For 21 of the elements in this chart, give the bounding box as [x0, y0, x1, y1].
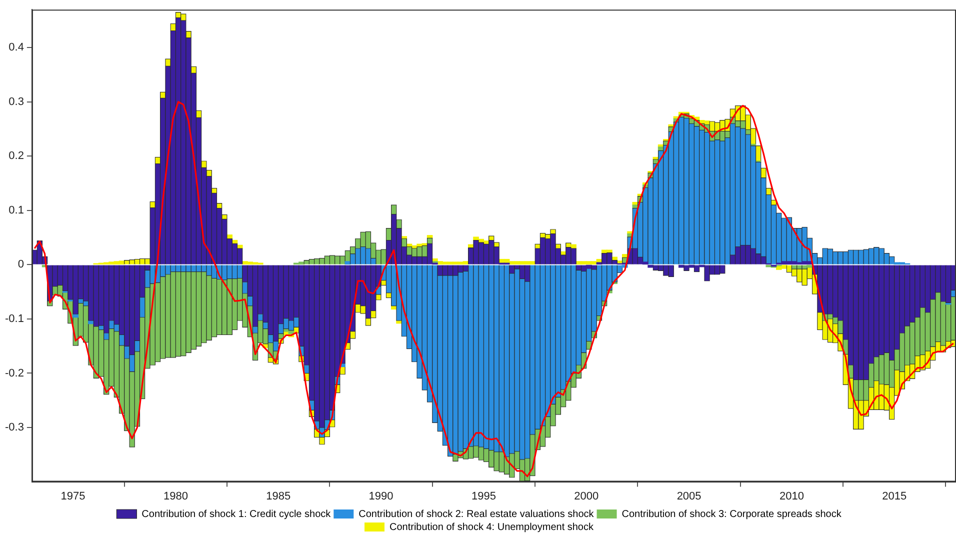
y-tick-label: -0.1: [4, 313, 24, 326]
y-tick-label: 0: [18, 258, 24, 271]
legend-label: Contribution of shock 3: Corporate spreads shock: [622, 508, 842, 520]
x-tick-label: 1980: [163, 490, 188, 502]
x-tick-label: 1995: [471, 490, 496, 502]
x-tick-label: 1990: [368, 490, 394, 502]
y-tick-label: -0.3: [4, 422, 24, 434]
x-tick-label: 2005: [676, 490, 702, 502]
x-tick-label: 1975: [60, 490, 86, 502]
x-tick-label: 2015: [882, 490, 907, 502]
x-tick-label: 1985: [266, 490, 291, 502]
legend-label: Contribution of shock 1: Credit cycle shock: [142, 508, 332, 520]
legend-label: Contribution of shock 2: Real estate valuations shock: [358, 508, 595, 520]
y-tick-label: 0.2: [8, 150, 24, 162]
y-tick-label: 0.3: [8, 96, 24, 108]
y-tick-label: 0.1: [8, 204, 24, 216]
x-tick-label: 2010: [779, 490, 804, 502]
y-tick-label: -0.2: [4, 367, 24, 380]
y-tick-label: 0.4: [8, 42, 24, 54]
legend-label: Contribution of shock 4: Unemployment shock: [390, 522, 594, 533]
x-tick-label: 2000: [574, 490, 599, 502]
